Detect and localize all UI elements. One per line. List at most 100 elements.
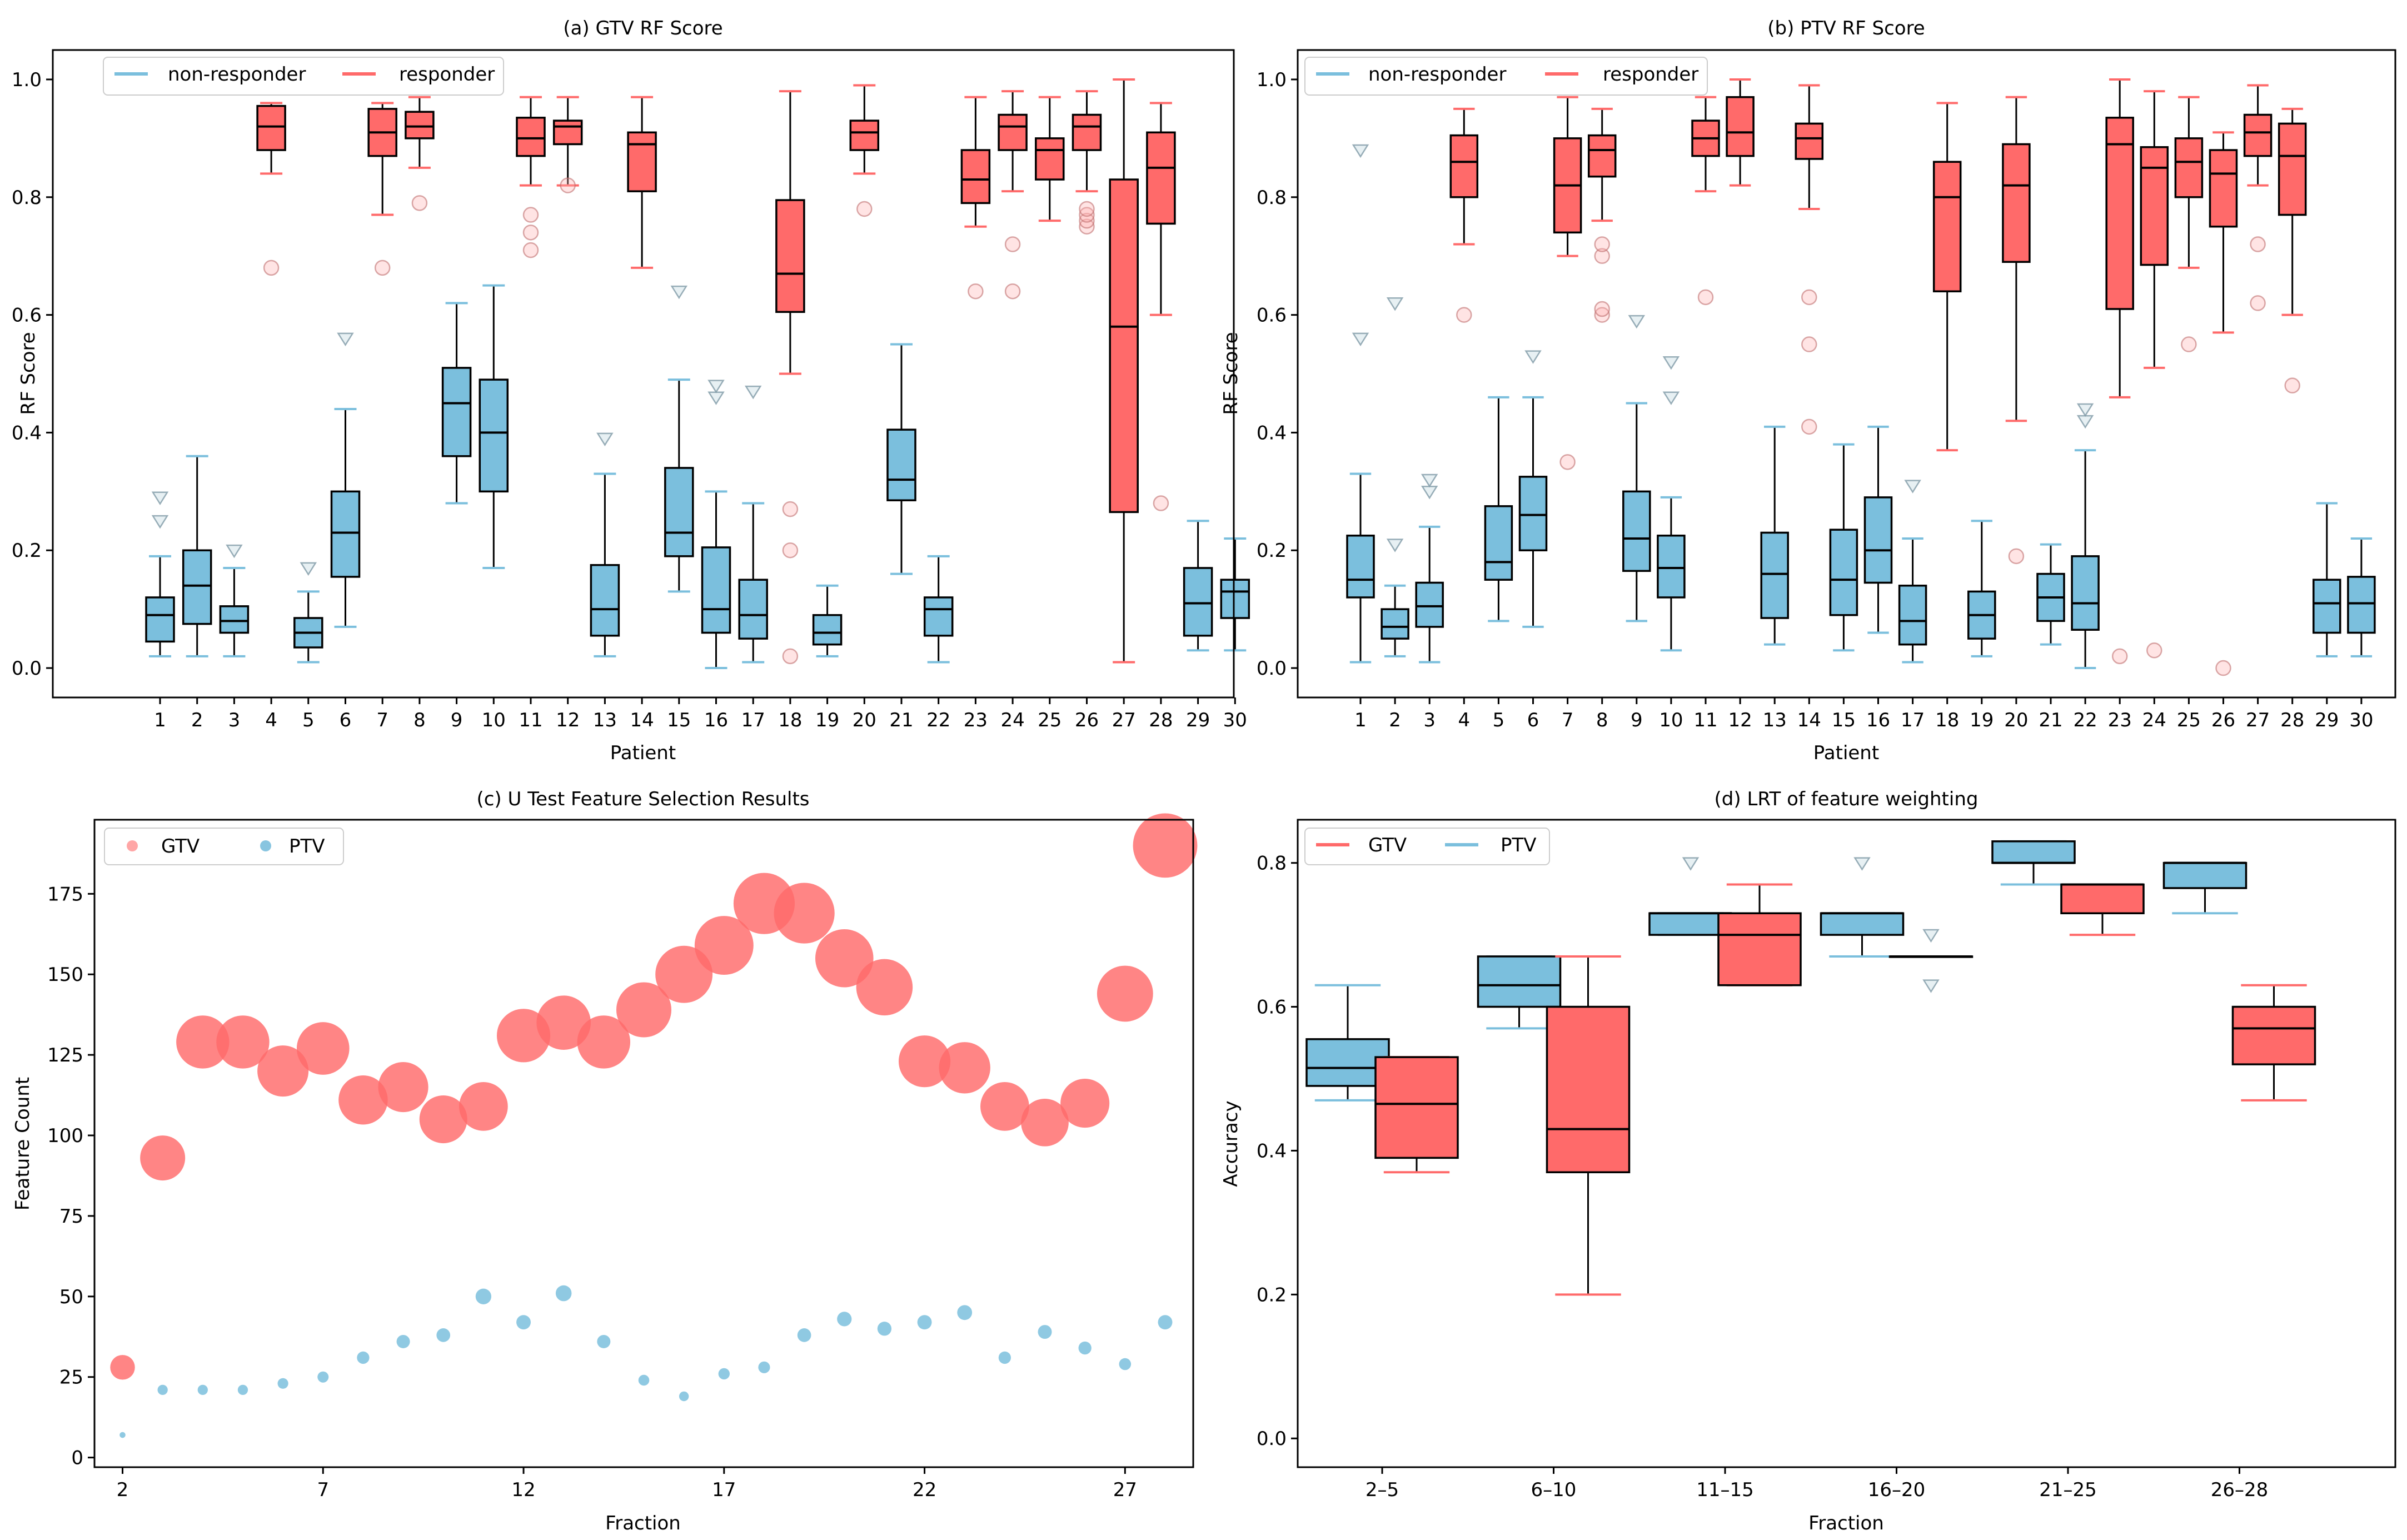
box [849,119,880,151]
gtv-point [176,1015,230,1069]
panel-b: (b) PTV RF Score 0.00.20.40.60.81.01 2 3 4 5… [1220,17,2396,764]
outlier-point [2181,336,2197,352]
gtv-point [140,1135,186,1181]
x-tick-label: 10 [482,709,506,731]
outlier-point [374,260,391,276]
outlier-point [1801,336,1817,352]
x-tick-label: 4 [1458,709,1470,731]
outlier-point [1004,283,1021,300]
y-tick-label: 0.0 [1257,1428,1287,1450]
outlier-point [2076,403,2094,417]
ptv-point [758,1361,770,1373]
ptv-point [917,1315,932,1330]
outlier-point [1079,212,1095,229]
box [1220,579,1250,619]
x-tick-label: 23 [2108,709,2132,731]
ptv-point [597,1334,611,1348]
gtv-point [1060,1078,1110,1128]
y-tick-label: 25 [59,1367,83,1389]
outlier-point [1801,418,1817,435]
outlier-point [670,285,688,300]
outlier-point [522,242,539,258]
outlier-point [1559,454,1576,470]
x-tick-label: 3 [228,709,241,731]
ptv-point [1078,1341,1092,1355]
legend-gtv-label: GTV [161,835,200,858]
box [1035,137,1065,181]
ptv-point [718,1368,730,1380]
gtv-point [419,1095,467,1144]
y-tick-label: 0.6 [1257,305,1287,327]
box [701,546,731,634]
x-tick-label: 21–25 [2039,1479,2097,1501]
box [1991,840,2076,864]
outlier-point [1456,307,1472,323]
outlier-point [1594,307,1610,323]
panel-d-ylabel: Accuracy [1220,1100,1242,1187]
ptv-point [516,1315,531,1330]
panel-d-xlabel: Fraction [1808,1512,1884,1534]
outlier-point [596,432,614,447]
gtv-point [1133,813,1198,878]
outlier-point [1628,315,1646,329]
box [2140,146,2169,266]
box [2347,576,2376,634]
outlier-point [1079,207,1095,223]
panel-d: (d) LRT of feature weighting 0.0 0.2 0.4 0.… [1220,788,2396,1534]
box [2209,149,2238,228]
x-tick-label: 27 [2246,709,2270,731]
gtv-point [536,995,591,1050]
legend-gtv-label: GTV [1368,834,1407,856]
panel-c-xlabel: Fraction [605,1512,681,1534]
x-tick-label: 2 [117,1479,129,1501]
outlier-point [411,195,428,211]
box [590,564,620,637]
outlier-point [1386,297,1404,311]
gtv-point [378,1062,428,1113]
y-tick-label: 0.2 [12,540,42,562]
panel-a-xlabel: Patient [610,742,676,764]
legend-responder-label: responder [1603,63,1698,86]
x-tick-label: 16 [704,709,728,731]
outlier-point [1853,857,1871,871]
box [886,428,916,501]
outlier-point [1662,391,1680,405]
box [1449,134,1479,198]
panel-a-legend: non-responder responder [103,57,504,96]
x-tick-label: 22 [926,709,950,731]
panel-a-ylabel: RF Score [17,332,39,415]
y-tick-label: 50 [59,1286,83,1308]
gtv-point [1021,1098,1069,1147]
outlier-point [1662,356,1680,370]
outlier-point [337,332,354,347]
outlier-point [522,207,539,223]
gtv-point [616,982,672,1038]
box [812,614,843,646]
x-tick-label: 9 [451,709,463,731]
box [1072,113,1102,151]
x-tick-label: 8 [1596,709,1608,731]
y-tick-label: 0.4 [1257,422,1287,444]
gtv-point [110,1355,135,1380]
panel-c-frame [93,819,1194,1468]
box [627,131,657,192]
outlier-point [1801,289,1817,306]
x-tick-label: 1 [154,709,166,731]
x-tick-label: 15 [1832,709,1856,731]
x-tick-label: 28 [2280,709,2304,731]
y-tick-label: 1.0 [12,69,42,91]
x-tick-label: 13 [1763,709,1787,731]
outlier-point [782,648,799,665]
x-tick-label: 6 [340,709,352,731]
y-tick-label: 0.0 [1257,657,1287,680]
ptv-point [357,1351,370,1364]
box [1183,567,1213,637]
x-tick-label: 16–20 [1868,1479,1926,1501]
legend-ptv-label: PTV [289,835,325,858]
panel-a-frame [52,49,1235,699]
y-tick-label: 100 [47,1125,83,1147]
box [330,490,361,578]
x-tick-label: 19 [815,709,839,731]
y-tick-label: 0.8 [12,187,42,209]
gtv-point [856,959,913,1016]
